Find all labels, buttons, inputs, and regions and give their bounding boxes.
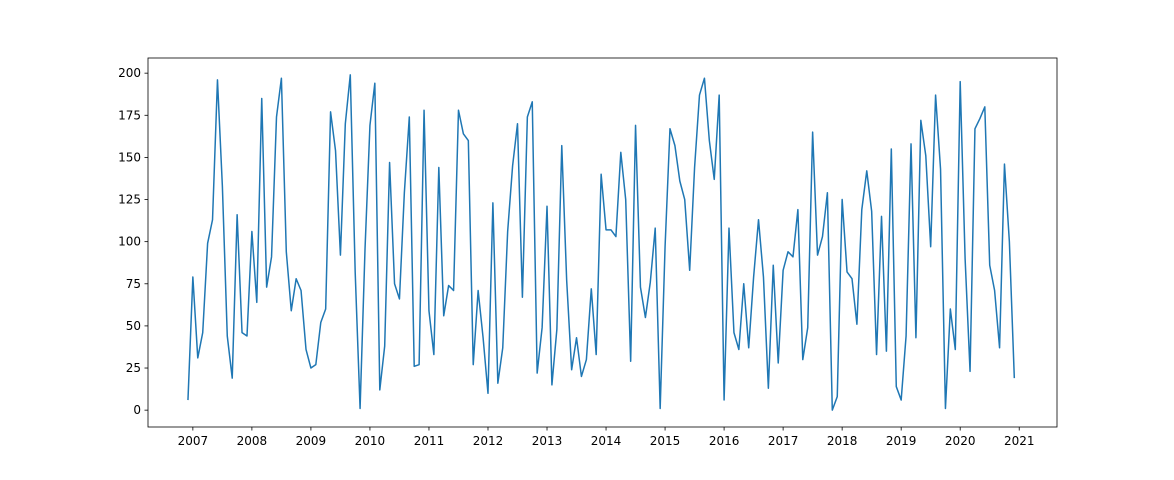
data-line [187, 74, 1016, 411]
x-tick-label: 2007 [178, 434, 209, 448]
y-tick-label: 175 [118, 108, 141, 122]
x-tick-label: 2017 [768, 434, 799, 448]
plot-frame [147, 57, 1058, 428]
x-tick-label: 2020 [945, 434, 976, 448]
x-tick-label: 2012 [473, 434, 504, 448]
x-tick-label: 2011 [414, 434, 445, 448]
x-tick-label: 2010 [355, 434, 386, 448]
y-tick-label: 0 [133, 403, 141, 417]
x-tick-label: 2009 [296, 434, 327, 448]
y-tick-label: 25 [126, 361, 141, 375]
y-tick-label: 100 [118, 235, 141, 249]
y-tick-label: 125 [118, 193, 141, 207]
x-tick-label: 2008 [237, 434, 268, 448]
y-tick-label: 150 [118, 150, 141, 164]
x-tick-label: 2018 [827, 434, 858, 448]
x-tick-label: 2015 [650, 434, 681, 448]
x-tick-label: 2013 [532, 434, 563, 448]
x-tick-label: 2014 [591, 434, 622, 448]
y-tick-label: 75 [126, 277, 141, 291]
x-tick-label: 2019 [886, 434, 917, 448]
y-tick-label: 200 [118, 66, 141, 80]
x-tick-label: 2016 [709, 434, 740, 448]
y-tick-label: 50 [126, 319, 141, 333]
x-tick-label: 2021 [1004, 434, 1035, 448]
